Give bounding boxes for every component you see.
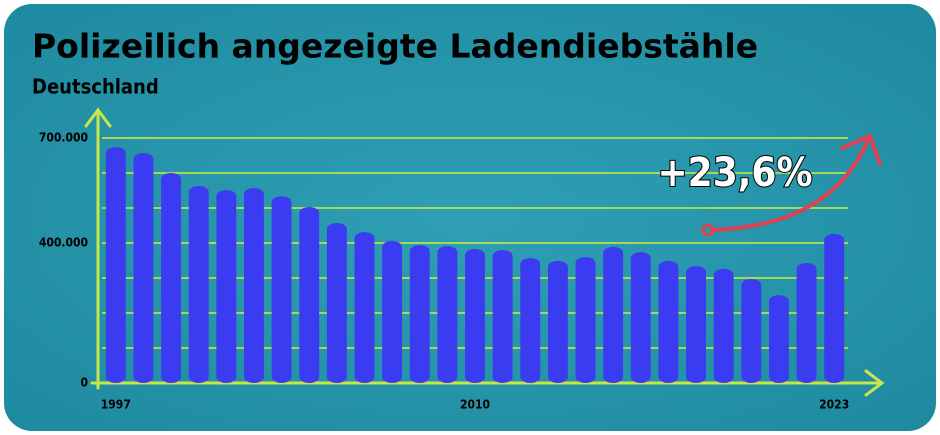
bar [216, 190, 237, 383]
bar [575, 257, 596, 383]
bar [741, 279, 762, 383]
chart-subtitle: Deutschland [32, 75, 159, 99]
annotation: +23,6% [658, 150, 813, 196]
bar [354, 232, 375, 383]
x-tick-label: 1997 [101, 398, 131, 412]
bar [630, 252, 651, 383]
bar [133, 153, 154, 383]
bar [796, 262, 817, 383]
bar [271, 196, 292, 383]
y-tick-label: 700.000 [39, 131, 88, 145]
bar [326, 223, 347, 383]
bar [437, 246, 458, 383]
bar [465, 248, 485, 383]
y-tick-label: 0 [80, 376, 88, 390]
bar [603, 246, 624, 383]
bar [824, 233, 845, 383]
bar [492, 250, 513, 383]
x-tick-label: 2010 [460, 398, 490, 412]
bar [161, 173, 182, 383]
axes [84, 107, 885, 397]
bar [520, 258, 541, 383]
bar [547, 260, 568, 383]
chart-title: Polizeilich angezeigte Ladendiebstähle [32, 27, 758, 66]
bar [409, 245, 430, 383]
bar [713, 268, 734, 383]
growth-arrow [701, 133, 882, 237]
bar [188, 185, 209, 383]
bar [686, 266, 706, 383]
bar [382, 240, 403, 383]
y-tick-label: 400.000 [39, 236, 88, 250]
bar [768, 295, 789, 383]
x-tick-label: 2023 [819, 398, 849, 412]
bar [244, 188, 264, 383]
bar [299, 206, 320, 383]
bar [658, 260, 679, 383]
bar [105, 147, 126, 383]
